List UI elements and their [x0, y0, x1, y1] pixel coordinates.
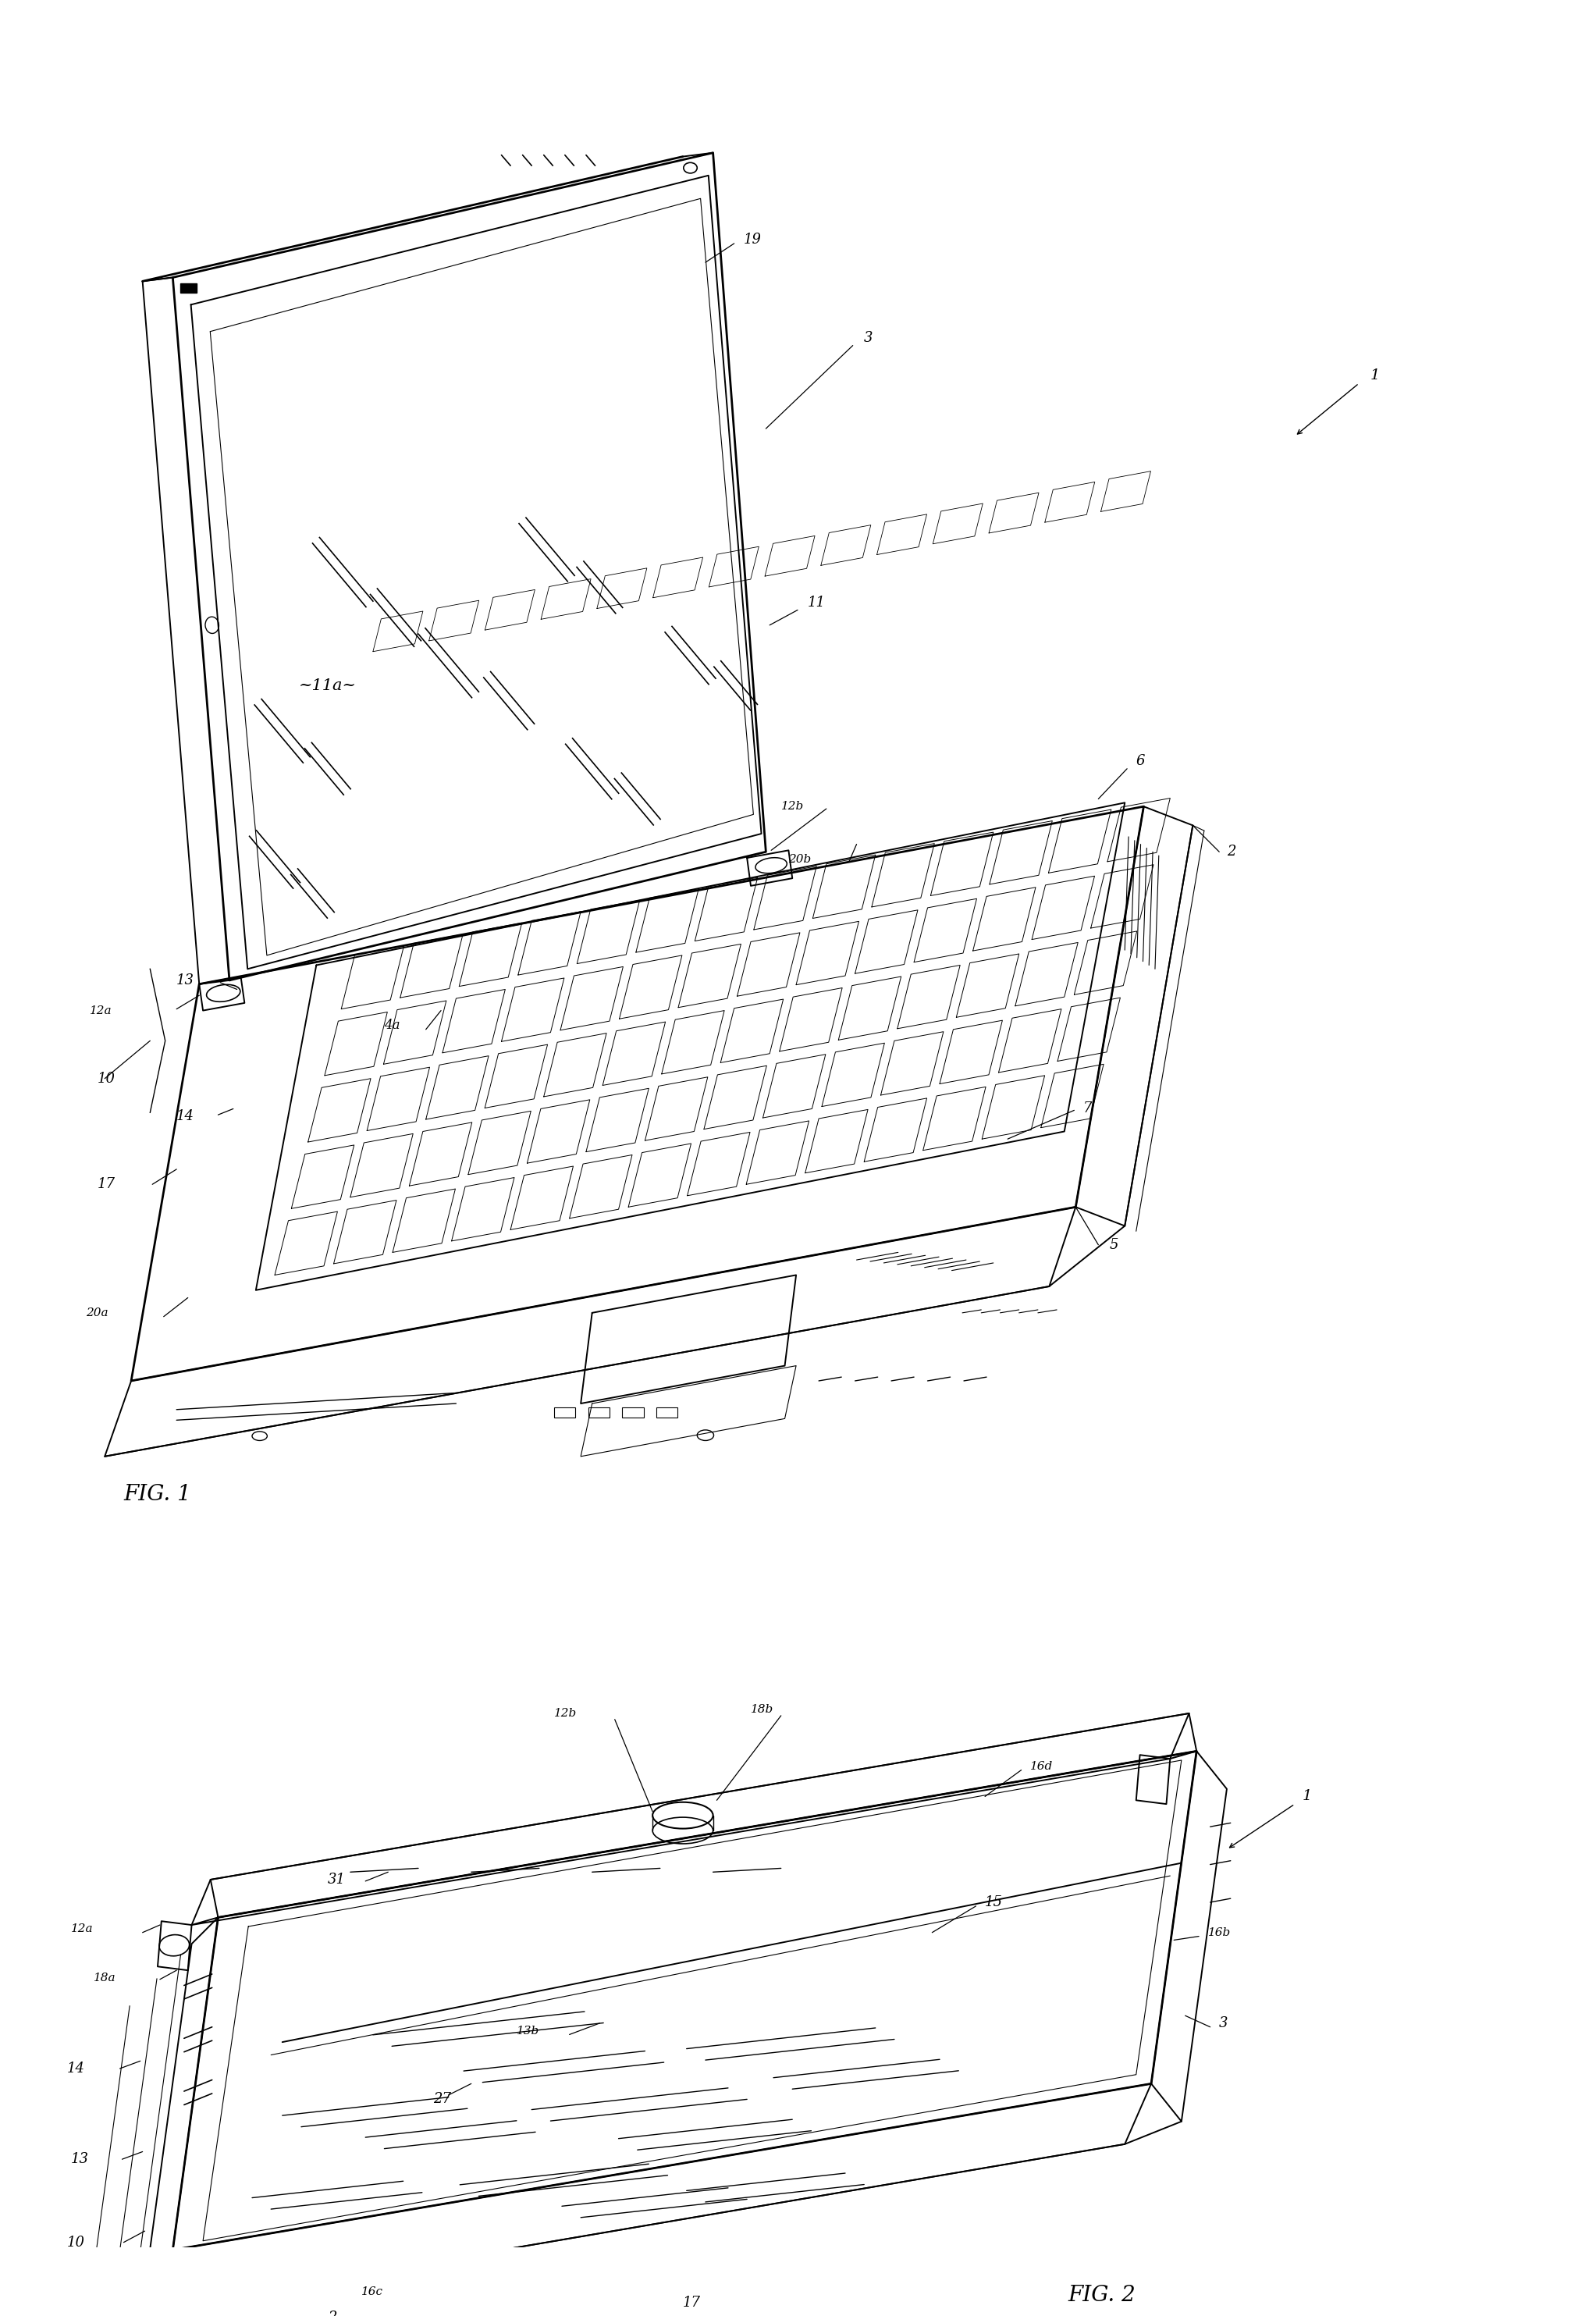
Text: 1: 1	[1371, 368, 1381, 382]
Text: 31: 31	[327, 1874, 346, 1888]
Text: 18a: 18a	[94, 1973, 117, 1982]
Bar	[180, 283, 196, 292]
Text: 12b: 12b	[780, 801, 804, 813]
Text: 13: 13	[177, 973, 195, 987]
Text: 16b: 16b	[1208, 1927, 1231, 1938]
Text: 10: 10	[97, 1072, 115, 1086]
Text: 17: 17	[683, 2295, 701, 2309]
Text: 11: 11	[808, 595, 825, 609]
Text: 16c: 16c	[362, 2286, 383, 2297]
Text: 20b: 20b	[788, 855, 811, 864]
Text: 6: 6	[1136, 755, 1144, 769]
Text: 15: 15	[985, 1894, 1002, 1908]
Text: 1: 1	[1302, 1790, 1312, 1804]
Text: 20a: 20a	[86, 1306, 109, 1318]
Text: 3: 3	[863, 331, 873, 345]
Text: 17: 17	[97, 1177, 115, 1190]
Text: 16d: 16d	[1031, 1760, 1053, 1772]
Text: 4a: 4a	[385, 1019, 401, 1033]
Bar	[622, 1408, 643, 1417]
Text: 13: 13	[70, 2152, 89, 2165]
Text: 12a: 12a	[70, 1922, 93, 1934]
Text: 14: 14	[177, 1109, 195, 1123]
Text: FIG. 1: FIG. 1	[123, 1485, 192, 1505]
Text: 14: 14	[67, 2061, 85, 2075]
Text: 5: 5	[1109, 1237, 1119, 1253]
Text: ~11a~: ~11a~	[298, 679, 356, 692]
Text: 19: 19	[744, 232, 761, 248]
Text: 2: 2	[327, 2311, 337, 2316]
Text: FIG. 2: FIG. 2	[1068, 2284, 1136, 2307]
Bar	[554, 1408, 576, 1417]
Text: 27: 27	[434, 2091, 452, 2105]
Text: 7: 7	[1084, 1102, 1092, 1116]
Text: 12a: 12a	[89, 1005, 112, 1017]
Text: 10: 10	[67, 2235, 85, 2249]
Text: 12b: 12b	[554, 1707, 578, 1718]
Bar	[656, 1408, 677, 1417]
Text: 13b: 13b	[517, 2024, 539, 2036]
Text: 18b: 18b	[750, 1705, 774, 1716]
Bar	[589, 1408, 610, 1417]
Text: 3: 3	[1219, 2017, 1229, 2031]
Text: 2: 2	[1227, 845, 1235, 859]
